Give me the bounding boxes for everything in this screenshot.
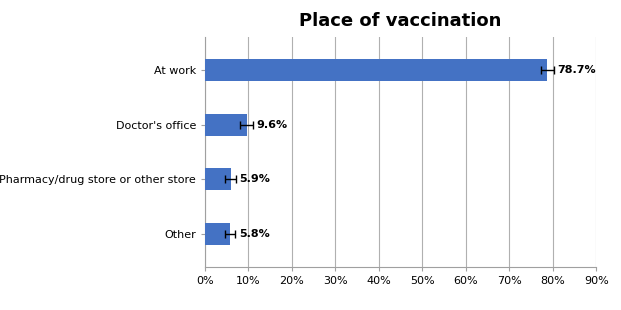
Text: 5.9%: 5.9% [239,174,270,184]
Bar [205,59,547,81]
Text: 78.7%: 78.7% [557,65,596,75]
Text: 5.8%: 5.8% [239,229,270,239]
Title: Place of vaccination: Place of vaccination [299,12,502,30]
Text: 9.6%: 9.6% [256,120,288,130]
Bar [205,223,230,245]
Bar [205,168,230,190]
Bar [205,114,247,135]
